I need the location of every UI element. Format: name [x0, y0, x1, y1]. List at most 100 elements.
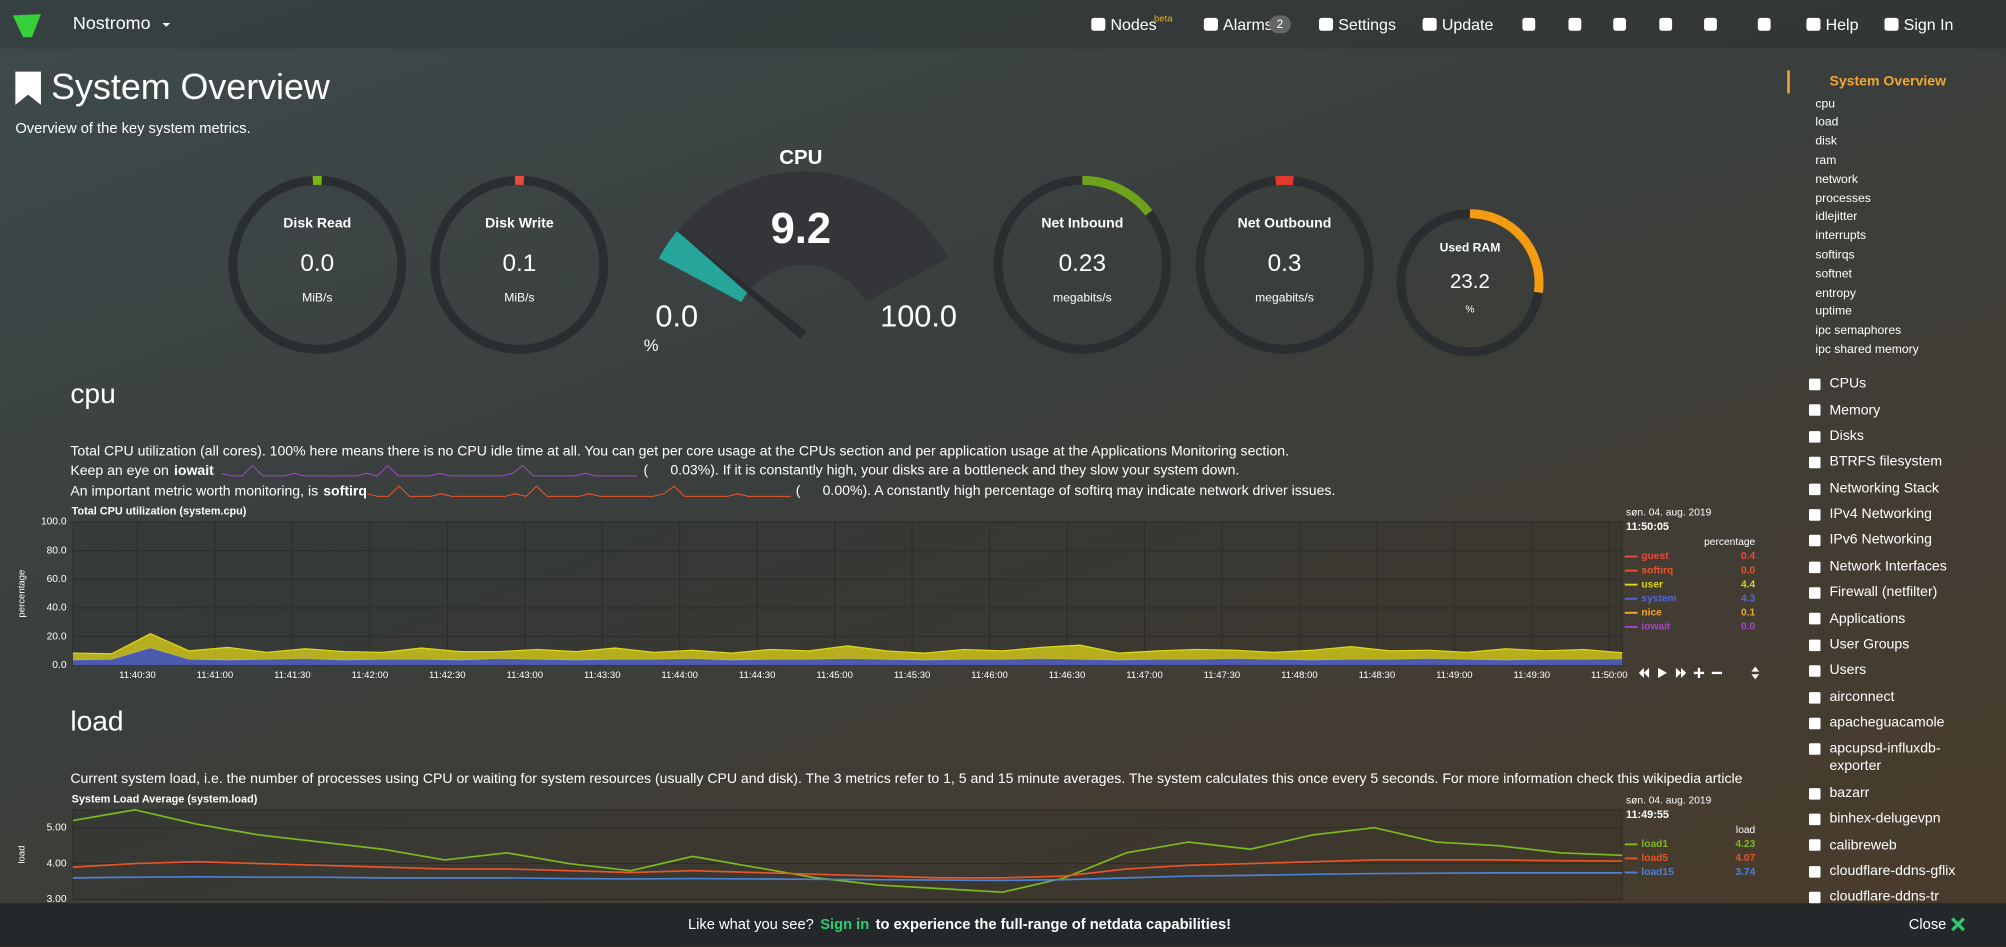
legend-name[interactable]: load15 [1641, 867, 1674, 878]
gauge-arc [1469, 209, 1544, 293]
gauge-value: 0.23 [1059, 250, 1106, 277]
nav-icon[interactable] [1613, 17, 1627, 31]
sidebar-section[interactable]: IPv4 Networking [1808, 501, 1973, 527]
legend-name[interactable]: softirq [1641, 565, 1673, 576]
area-line [72, 633, 1623, 655]
sidebar-section[interactable]: airconnect [1808, 684, 1973, 710]
x-tick-label: 11:45:30 [894, 670, 931, 681]
nav-icon[interactable] [1704, 17, 1717, 31]
sidebar-section[interactable]: cloudflare-ddns-tr [1808, 884, 1973, 910]
sidebar-section[interactable]: Disks [1808, 423, 1973, 449]
section-icon [1808, 378, 1821, 391]
chart-control[interactable] [1751, 666, 1760, 680]
footer-message: Like what you see? Sign in to experience t… [688, 917, 1231, 933]
section-description: Current system load, i.e. the number of … [70, 770, 1742, 786]
sidebar-active[interactable]: System Overview [1787, 70, 1946, 94]
close-icon[interactable] [1951, 917, 1965, 932]
sidebar-subitem[interactable]: interrupts [1815, 229, 1867, 244]
gauge-arc [1082, 175, 1153, 216]
nav-icon[interactable] [1203, 17, 1218, 31]
sidebar-subitem[interactable]: idlejitter [1815, 210, 1858, 225]
sidebar-section[interactable]: bazarr [1808, 780, 1973, 806]
nav-icon[interactable] [1884, 17, 1899, 31]
sidebar-section[interactable]: IPv6 Networking [1808, 527, 1973, 553]
sidebar-section[interactable]: Memory [1808, 397, 1973, 423]
legend-name[interactable]: iowait [1641, 622, 1671, 633]
sidebar-section[interactable]: apacheguacamole [1808, 710, 1973, 736]
sidebar-subitem[interactable]: softirqs [1815, 248, 1855, 263]
chart-control[interactable] [1658, 667, 1667, 679]
section-icon [1808, 891, 1821, 904]
x-tick-label: 11:45:00 [816, 670, 853, 681]
sidebar-section[interactable]: cloudflare-ddns-gflix [1808, 858, 1973, 884]
sidebar-section[interactable]: Applications [1808, 606, 1973, 632]
sidebar-section[interactable]: User Groups [1808, 632, 1973, 658]
sidebar-section[interactable]: Users [1808, 658, 1973, 684]
close-button[interactable]: Close [1909, 917, 1947, 933]
sidebar-subitem[interactable]: ipc shared memory [1815, 342, 1919, 357]
nav-item[interactable]: Update [1442, 17, 1494, 34]
y-tick-label: 5.00 [47, 822, 67, 833]
chart-control[interactable] [1675, 667, 1687, 679]
nav-icon[interactable] [1806, 17, 1821, 31]
legend-name[interactable]: user [1641, 579, 1663, 590]
section-icon [1808, 839, 1821, 852]
sidebar-section[interactable]: binhex-delugevpn [1808, 806, 1973, 832]
sidebar-subitem[interactable]: ipc semaphores [1815, 323, 1902, 338]
sidebar-subitem[interactable]: uptime [1815, 304, 1852, 320]
sidebar-subitem[interactable]: softnet [1815, 267, 1852, 282]
sidebar-section[interactable]: CPUs [1808, 371, 1973, 397]
section-note: Keep an eye on iowait [70, 462, 214, 478]
sidebar-subitem[interactable]: network [1815, 172, 1858, 187]
sidebar-section[interactable]: calibreweb [1808, 832, 1973, 858]
gauge-units: MiB/s [504, 290, 534, 304]
chart-control[interactable] [1693, 667, 1705, 679]
sidebar-subitem[interactable]: cpu [1815, 96, 1835, 111]
legend-name[interactable]: nice [1641, 608, 1662, 619]
nav-item[interactable]: Sign In [1904, 17, 1954, 34]
x-tick-label: 11:41:00 [197, 670, 234, 681]
legend-name[interactable]: load1 [1641, 839, 1668, 850]
series-line [72, 872, 1623, 882]
sidebar-subitem[interactable]: ram [1815, 153, 1837, 168]
sidebar-subitem[interactable]: disk [1815, 134, 1838, 149]
logo[interactable] [12, 14, 41, 38]
sidebar-section[interactable]: apcupsd-influxdb-exporter [1808, 736, 1973, 780]
nav-item[interactable]: Help [1826, 17, 1859, 34]
legend-units: percentage [1704, 537, 1755, 548]
nav-icon[interactable] [1318, 17, 1334, 31]
legend-value: 0.1 [1741, 608, 1756, 619]
nav-icon[interactable] [1522, 17, 1536, 31]
legend-name[interactable]: guest [1641, 551, 1669, 562]
legend-name[interactable]: system [1641, 593, 1676, 604]
sidebar-subitem[interactable]: load [1815, 115, 1839, 130]
nav-item[interactable]: Alarms [1223, 17, 1273, 34]
nav-icon[interactable] [1659, 17, 1673, 31]
gauge-value: 23.2 [1450, 270, 1490, 293]
sidebar-section[interactable]: Networking Stack [1808, 475, 1973, 501]
nav-icon[interactable] [1091, 17, 1106, 31]
sidebar-section[interactable]: BTRFS filesystem [1808, 449, 1973, 475]
sidebar-subitem[interactable]: entropy [1815, 286, 1856, 301]
nav-icon[interactable] [1422, 17, 1437, 31]
nav-item[interactable]: Settings [1338, 17, 1396, 34]
legend-name[interactable]: load5 [1641, 853, 1668, 864]
cpu-gauge-max: 100.0 [880, 299, 957, 334]
sidebar-section[interactable]: Firewall (netfilter) [1808, 580, 1973, 606]
cpu-gauge-units: % [644, 336, 659, 355]
brand[interactable]: Nostromo [73, 13, 151, 33]
note-paren: ( [796, 482, 801, 498]
nav-icon[interactable] [1757, 17, 1771, 31]
section-icon [1808, 509, 1821, 521]
nav-item[interactable]: Nodes [1110, 17, 1156, 34]
sidebar-section[interactable]: Network Interfaces [1808, 553, 1973, 579]
footer-link[interactable]: Sign in [820, 917, 869, 933]
x-tick-label: 11:49:30 [1514, 670, 1551, 681]
chart-control[interactable] [1638, 667, 1650, 679]
sidebar-subitem[interactable]: processes [1815, 191, 1871, 206]
nav-icon[interactable] [1568, 17, 1582, 31]
section-icon [1808, 482, 1821, 495]
gauge-value: 0.3 [1268, 250, 1302, 277]
